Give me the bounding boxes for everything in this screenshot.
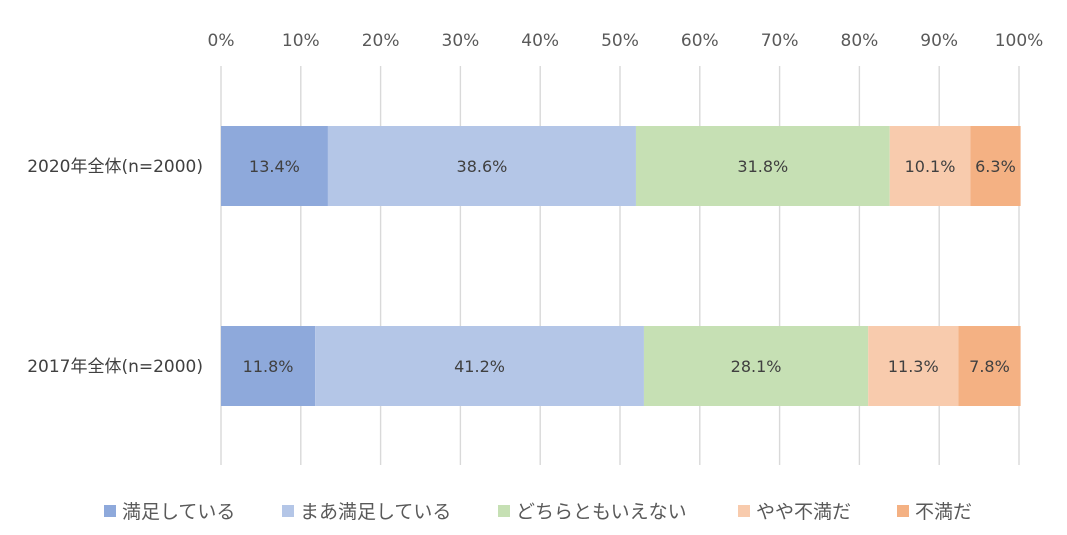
category-labels: 2020年全体(n=2000) 2017年全体(n=2000) [27,157,203,377]
category-label: 2020年全体(n=2000) [27,157,203,177]
x-tick-label: 100% [995,31,1044,51]
data-label: 11.3% [888,357,939,376]
bar-segment [635,126,890,206]
data-label: 10.1% [905,157,956,176]
data-label: 31.8% [737,157,788,176]
legend-label: やや不満だ [756,501,851,523]
x-tick-label: 80% [841,31,879,51]
bars: 13.4% 38.6% 31.8% 10.1% 6.3% 11.8% 41.2% 28.1% 1… [221,126,1021,406]
legend-swatch [897,505,909,517]
x-tick-label: 10% [282,31,320,51]
data-label: 38.6% [457,157,508,176]
data-label: 41.2% [454,357,505,376]
bar-segment [221,326,316,406]
data-label: 6.3% [975,157,1016,176]
bar-segment [327,126,636,206]
x-tick-label: 70% [761,31,799,51]
x-tick-label: 20% [362,31,400,51]
legend-swatch [282,505,294,517]
legend: 満足している まあ満足している どちらともいえない やや不満だ 不満だ [104,501,972,523]
bar-segment [315,326,644,406]
x-tick-label: 50% [601,31,639,51]
bar-segment [643,326,869,406]
bar-segment [889,126,971,206]
x-axis-tick-labels: 0% 10% 20% 30% 40% 50% 60% 70% 80% 90% 100% [208,31,1044,51]
legend-swatch [738,505,750,517]
data-label: 7.8% [969,357,1010,376]
legend-label: 満足している [122,501,235,523]
x-tick-label: 0% [208,31,235,51]
x-tick-label: 40% [521,31,559,51]
data-label: 11.8% [243,357,294,376]
legend-label: どちらともいえない [516,501,687,523]
x-tick-label: 60% [681,31,719,51]
category-label: 2017年全体(n=2000) [27,357,203,377]
legend-swatch [498,505,510,517]
bar-segment [221,126,328,206]
data-label: 13.4% [249,157,300,176]
bar-segment [958,326,1021,406]
data-label: 28.1% [731,357,782,376]
x-tick-label: 90% [920,31,958,51]
legend-label: 不満だ [915,501,972,523]
legend-swatch [104,505,116,517]
x-tick-label: 30% [442,31,480,51]
bar-segment [970,126,1021,206]
bar-segment [868,326,959,406]
legend-label: まあ満足している [300,501,451,523]
